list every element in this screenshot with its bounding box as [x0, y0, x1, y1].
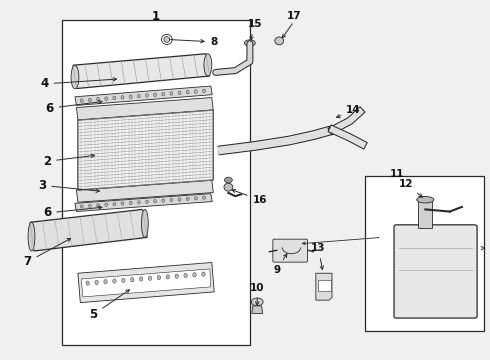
Ellipse shape	[80, 205, 83, 208]
Ellipse shape	[121, 202, 124, 205]
Ellipse shape	[130, 278, 134, 282]
Text: 9: 9	[273, 254, 287, 275]
Text: 7: 7	[24, 239, 71, 268]
Text: 6: 6	[43, 206, 102, 220]
Ellipse shape	[137, 94, 140, 98]
Ellipse shape	[186, 197, 189, 201]
Ellipse shape	[186, 90, 189, 94]
Ellipse shape	[129, 95, 132, 99]
Ellipse shape	[105, 97, 108, 100]
Polygon shape	[76, 180, 213, 202]
Ellipse shape	[195, 90, 197, 93]
Ellipse shape	[154, 199, 157, 203]
Ellipse shape	[195, 197, 197, 200]
Ellipse shape	[142, 210, 148, 237]
Ellipse shape	[184, 273, 187, 278]
Ellipse shape	[224, 183, 233, 191]
Ellipse shape	[178, 91, 181, 95]
Text: 6: 6	[46, 100, 102, 115]
Ellipse shape	[193, 273, 196, 277]
Ellipse shape	[170, 92, 173, 95]
Ellipse shape	[251, 298, 263, 306]
Bar	[365, 176, 485, 330]
Ellipse shape	[121, 95, 124, 99]
Ellipse shape	[275, 37, 284, 45]
Ellipse shape	[95, 280, 98, 285]
Ellipse shape	[202, 272, 205, 276]
Text: 2: 2	[43, 154, 95, 168]
Ellipse shape	[71, 66, 79, 89]
Ellipse shape	[245, 40, 255, 46]
Polygon shape	[30, 210, 147, 251]
Ellipse shape	[80, 99, 83, 102]
Ellipse shape	[146, 200, 148, 203]
Text: 16: 16	[232, 189, 267, 205]
Ellipse shape	[140, 277, 143, 281]
FancyBboxPatch shape	[394, 225, 477, 318]
Ellipse shape	[178, 198, 181, 201]
Polygon shape	[78, 262, 214, 303]
Ellipse shape	[129, 201, 132, 204]
Ellipse shape	[157, 275, 161, 280]
Ellipse shape	[417, 197, 434, 203]
Ellipse shape	[164, 37, 170, 42]
Text: 13: 13	[311, 243, 325, 269]
Ellipse shape	[97, 98, 99, 101]
Ellipse shape	[154, 93, 157, 96]
Text: 14: 14	[337, 105, 361, 118]
Polygon shape	[81, 269, 211, 297]
Ellipse shape	[122, 278, 125, 283]
Ellipse shape	[202, 89, 205, 93]
Text: 4: 4	[41, 77, 117, 90]
Polygon shape	[76, 98, 213, 120]
Ellipse shape	[175, 274, 178, 278]
Ellipse shape	[148, 276, 152, 280]
Text: 15: 15	[247, 19, 262, 40]
Ellipse shape	[88, 204, 91, 207]
Text: 17: 17	[287, 11, 301, 21]
Ellipse shape	[113, 96, 116, 100]
FancyBboxPatch shape	[273, 239, 308, 262]
Ellipse shape	[113, 202, 116, 206]
Text: 11: 11	[390, 168, 405, 179]
Ellipse shape	[105, 203, 108, 206]
Text: 8: 8	[170, 37, 218, 47]
Ellipse shape	[113, 279, 116, 283]
Ellipse shape	[166, 275, 170, 279]
Ellipse shape	[204, 54, 212, 76]
Polygon shape	[252, 306, 263, 314]
Ellipse shape	[146, 94, 148, 97]
Bar	[62, 21, 250, 345]
Text: 10: 10	[250, 283, 265, 305]
Polygon shape	[78, 110, 213, 190]
Ellipse shape	[170, 198, 173, 202]
Polygon shape	[75, 86, 212, 105]
Ellipse shape	[88, 98, 91, 102]
Ellipse shape	[202, 196, 205, 199]
Bar	[418, 200, 432, 228]
Ellipse shape	[104, 280, 107, 284]
Ellipse shape	[162, 92, 165, 96]
Ellipse shape	[28, 222, 35, 251]
Text: 3: 3	[38, 179, 99, 192]
Text: 5: 5	[89, 290, 129, 321]
Circle shape	[224, 177, 232, 183]
Polygon shape	[316, 273, 332, 300]
Ellipse shape	[161, 35, 172, 44]
Polygon shape	[73, 54, 210, 89]
Text: 1: 1	[151, 10, 160, 23]
Ellipse shape	[97, 204, 99, 207]
Polygon shape	[75, 194, 212, 212]
Ellipse shape	[162, 199, 165, 202]
Bar	[318, 280, 331, 291]
Text: 12: 12	[399, 179, 422, 197]
Ellipse shape	[86, 281, 90, 285]
Ellipse shape	[137, 201, 140, 204]
